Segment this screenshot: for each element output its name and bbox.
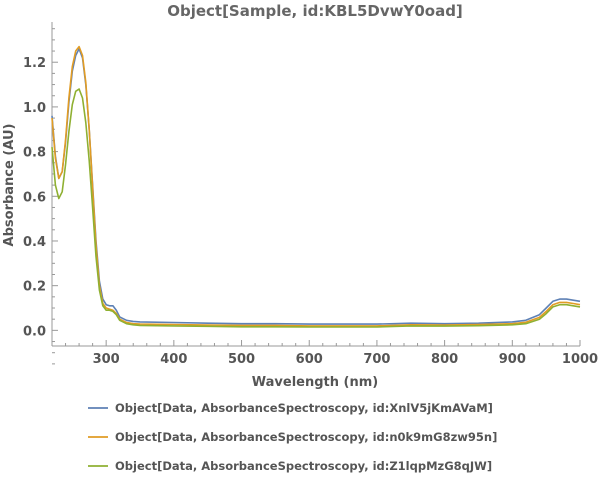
- x-tick-label: 500: [228, 352, 255, 367]
- series-line-3: [51, 88, 581, 328]
- y-tick-label: 0.2: [23, 280, 46, 295]
- y-axis-ticks: 0.0 0.2 0.4 0.6 0.8 1.0 1.2: [23, 28, 58, 365]
- x-tick-label: 900: [499, 352, 526, 367]
- x-tick-label: 400: [160, 352, 187, 367]
- series-line-1: [51, 48, 581, 325]
- x-axis-label: Wavelength (nm): [252, 375, 378, 390]
- series-lines: [51, 45, 581, 328]
- y-tick-label: 1.0: [23, 101, 46, 116]
- y-axis-label: Absorbance (AU): [2, 124, 17, 247]
- x-tick-label: 600: [296, 352, 323, 367]
- plot-frame: [51, 22, 580, 347]
- legend: Object[Data, AbsorbanceSpectroscopy, id:…: [88, 401, 497, 473]
- series-line-2: [51, 45, 581, 327]
- y-tick-label: 0.4: [23, 235, 46, 250]
- y-tick-label: 0.8: [23, 146, 46, 161]
- x-tick-label: 800: [431, 352, 458, 367]
- legend-label-1: Object[Data, AbsorbanceSpectroscopy, id:…: [115, 401, 493, 415]
- y-tick-label: 0.0: [23, 324, 46, 339]
- x-tick-label: 1000: [562, 352, 598, 367]
- x-tick-label: 700: [363, 352, 390, 367]
- x-tick-label: 300: [93, 352, 120, 367]
- chart-title: Object[Sample, id:KBL5DvwY0oad]: [167, 2, 463, 20]
- y-tick-label: 1.2: [23, 56, 46, 71]
- legend-label-3: Object[Data, AbsorbanceSpectroscopy, id:…: [115, 459, 492, 473]
- legend-label-2: Object[Data, AbsorbanceSpectroscopy, id:…: [115, 430, 497, 444]
- y-tick-label: 0.6: [23, 190, 46, 205]
- x-axis-ticks: 300 400 500 600 700 800 900 1000: [51, 340, 598, 367]
